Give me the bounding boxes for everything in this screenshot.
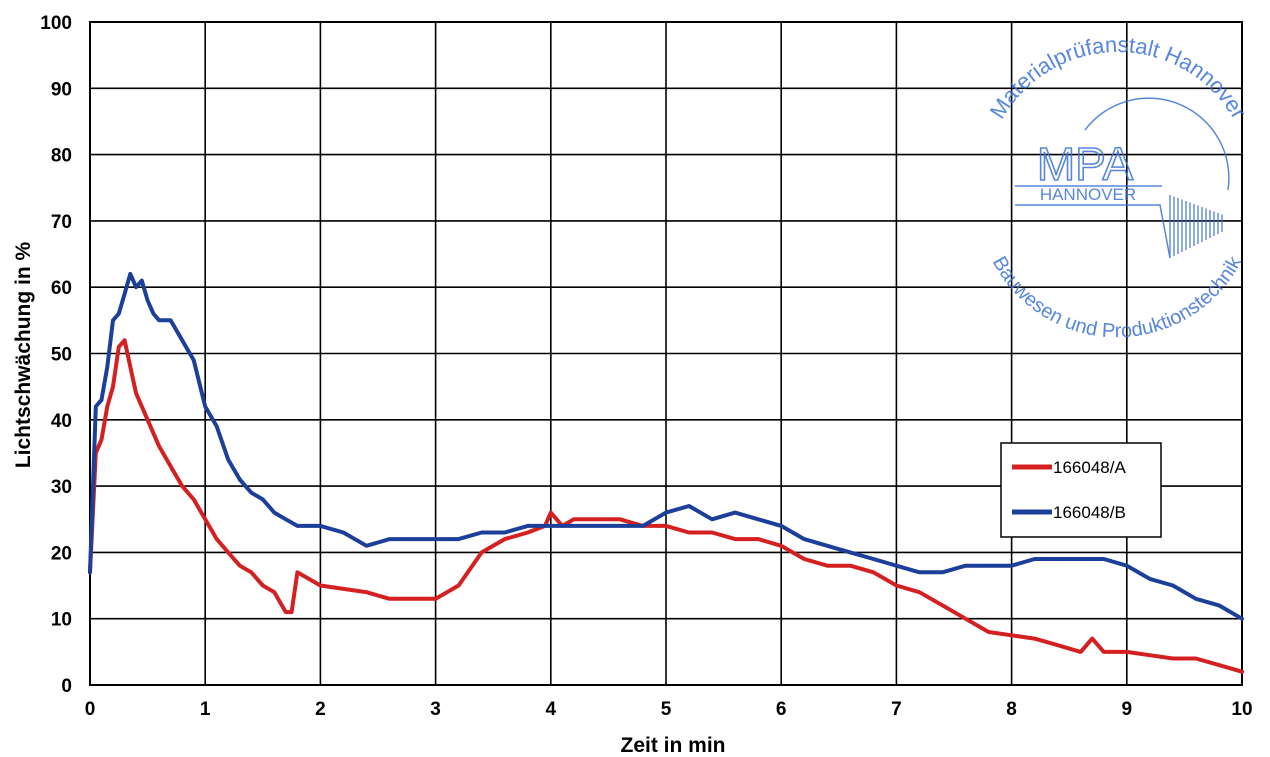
y-tick-label: 40 (51, 411, 72, 432)
x-tick-label: 0 (85, 699, 96, 720)
x-tick-label: 5 (661, 699, 672, 720)
legend-label-b: 166048/B (1053, 503, 1126, 522)
x-tick-label: 2 (315, 699, 326, 720)
x-tick-label: 8 (1006, 699, 1017, 720)
y-tick-label: 30 (51, 477, 72, 498)
stamp-outer-bottom-text: Bauwesen und Produktionstechnik (988, 252, 1247, 342)
stamp-outer-top-text: Materialprüfanstalt Hannover (985, 32, 1252, 123)
y-tick-label: 50 (51, 345, 72, 366)
series-layer (88, 271, 1244, 674)
y-tick-labels: 0 10 20 30 40 50 60 70 80 90 100 (40, 13, 72, 697)
y-tick-label: 70 (51, 212, 72, 233)
x-tick-label: 4 (546, 699, 557, 720)
x-tick-label: 10 (1231, 699, 1252, 720)
series-line-a (88, 338, 1244, 674)
y-axis-title: Lichtschwächung in % (12, 241, 35, 468)
x-tick-label: 9 (1122, 699, 1133, 720)
series-line-b (88, 271, 1244, 621)
stamp-logo-sub: HANNOVER (1040, 185, 1136, 204)
y-tick-label: 80 (51, 146, 72, 167)
x-tick-labels: 0 1 2 3 4 5 6 7 8 9 10 (85, 699, 1253, 720)
x-tick-label: 1 (200, 699, 211, 720)
y-tick-label: 100 (40, 13, 72, 34)
y-tick-label: 0 (61, 676, 72, 697)
stamp-logo: MPA (1037, 138, 1134, 190)
y-tick-label: 20 (51, 543, 72, 564)
legend-box (1000, 442, 1162, 538)
x-tick-label: 3 (430, 699, 441, 720)
legend-label-a: 166048/A (1053, 458, 1126, 477)
y-tick-label: 90 (51, 79, 72, 100)
mpa-stamp: Materialprüfanstalt Hannover Bauwesen un… (985, 32, 1252, 343)
plot-frame (89, 21, 1243, 686)
legend: 166048/A 166048/B (1000, 442, 1162, 538)
grid (89, 21, 1243, 686)
x-axis-title: Zeit in min (621, 734, 726, 757)
x-tick-label: 7 (891, 699, 902, 720)
x-tick-label: 6 (776, 699, 787, 720)
y-tick-label: 60 (51, 278, 72, 299)
y-tick-label: 10 (51, 610, 72, 631)
